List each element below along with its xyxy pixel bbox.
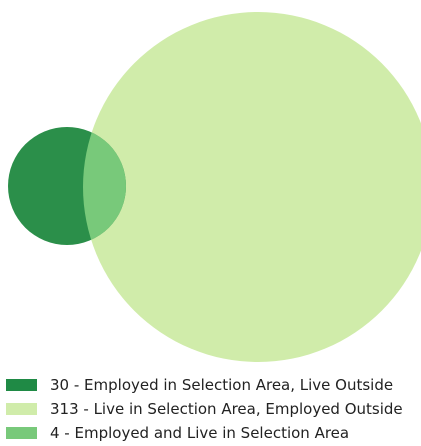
- legend-label: 313 - Live in Selection Area, Employed O…: [50, 400, 403, 418]
- legend-swatch: [6, 379, 37, 391]
- legend: 30 - Employed in Selection Area, Live Ou…: [6, 373, 418, 445]
- legend-item: 30 - Employed in Selection Area, Live Ou…: [6, 373, 418, 397]
- legend-item: 4 - Employed and Live in Selection Area: [6, 421, 418, 445]
- legend-label: 4 - Employed and Live in Selection Area: [50, 424, 350, 442]
- legend-swatch: [6, 427, 37, 439]
- legend-item: 313 - Live in Selection Area, Employed O…: [6, 397, 418, 421]
- legend-label: 30 - Employed in Selection Area, Live Ou…: [50, 376, 394, 394]
- legend-swatch: [6, 403, 37, 415]
- circle-live-in-selection: [83, 12, 421, 362]
- venn-diagram: [8, 12, 421, 362]
